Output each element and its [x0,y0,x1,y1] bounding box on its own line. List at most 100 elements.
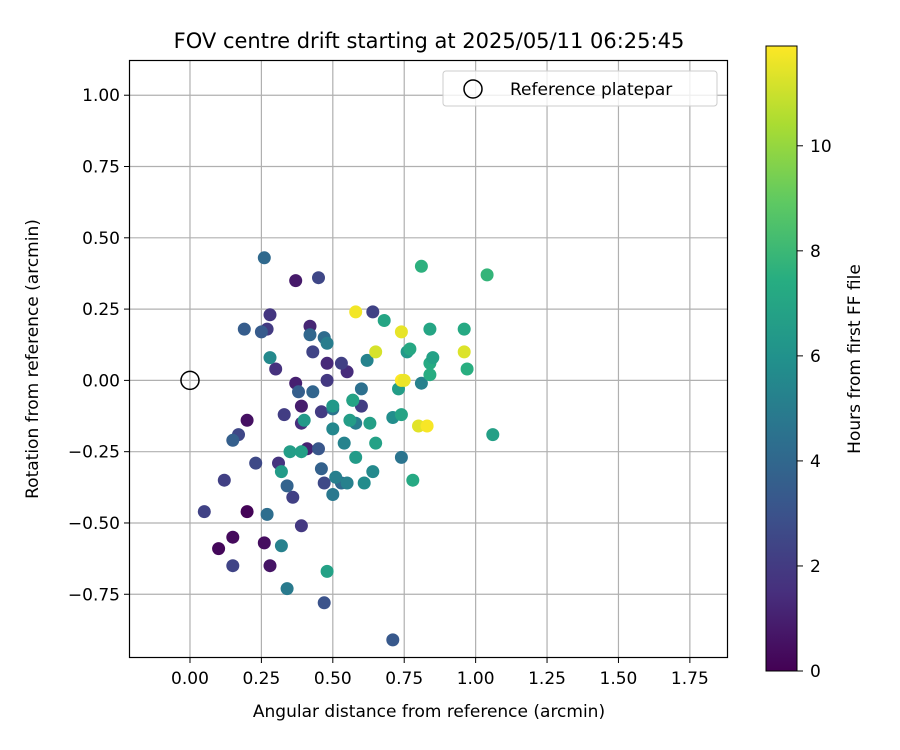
data-point [263,351,277,365]
data-point [312,271,325,285]
data-point [249,456,263,470]
y-tick-label: −0.50 [68,514,120,534]
reference-platepar-marker [180,370,200,391]
x-tick-label: 1.75 [671,669,709,689]
data-point [486,428,500,442]
grid [130,61,727,657]
data-point [357,476,371,490]
data-point [294,519,308,533]
data-point [217,473,231,487]
y-tick-label: −0.75 [68,585,120,605]
data-point [197,505,211,519]
legend: Reference platepar [442,70,718,107]
chart-title: FOV centre drift starting at 2025/05/11 … [174,29,685,53]
data-point [340,476,354,490]
data-point [366,465,380,479]
data-point [480,268,494,282]
data-point [237,322,251,336]
y-tick-label: −0.25 [68,443,120,463]
data-point [240,505,254,519]
y-tick-label: 0.25 [82,300,120,320]
data-point [337,436,351,450]
data-point [423,368,437,382]
legend-label: Reference platepar [510,80,672,100]
data-point [406,473,420,487]
data-point [280,479,294,493]
colorbar-label: Hours from first FF file [845,264,865,454]
y-tick-label: 1.00 [82,86,120,106]
x-tick-label: 1.25 [528,669,566,689]
data-point [294,445,308,459]
y-axis-label: Rotation from reference (arcmin) [23,219,43,499]
x-tick-label: 1.00 [457,669,495,689]
plot-frame [128,59,729,659]
y-tick-label: 0.50 [82,229,120,249]
colorbar-tick-label: 2 [810,557,821,577]
data-point [334,356,348,370]
data-point [369,345,383,359]
data-point [274,539,288,553]
data-point [423,322,437,336]
data-point [306,345,320,359]
data-point [326,422,340,436]
data-point [257,251,271,265]
colorbar-gradient [765,45,798,672]
data-point [320,356,334,370]
x-axis-label: Angular distance from reference (arcmin) [253,702,605,722]
data-point [297,413,311,427]
legend-marker-icon [463,79,483,99]
data-point [329,470,343,484]
data-point [394,408,408,422]
data-point [240,413,254,427]
data-point [257,536,271,550]
x-tick-label: 1.50 [600,669,638,689]
data-point [326,488,340,501]
y-tick-label: 0.00 [82,371,120,391]
data-point [292,385,305,399]
data-point [394,325,408,339]
data-point [314,462,328,476]
data-point [326,399,340,413]
data-point [397,373,411,387]
data-point [280,582,294,596]
colorbar-tick-label: 8 [810,242,821,262]
data-point [403,342,417,356]
data-point [457,345,471,359]
data-point [320,564,334,578]
data-point [414,376,428,390]
data-point [377,314,391,327]
colorbar: 0 2 4 6 8 10 Hours from first FF file [765,45,865,682]
colorbar-tick-label: 6 [810,347,821,367]
data-point [289,274,303,288]
data-point [283,445,297,459]
data-point [366,305,380,319]
data-point [312,442,325,456]
data-point [317,476,331,490]
data-point [369,436,383,450]
data-point [317,596,331,610]
data-point [263,559,277,573]
data-point [260,507,274,521]
colorbar-tick-label: 4 [810,452,821,472]
data-points [197,251,500,647]
data-point [269,362,283,376]
data-point [349,450,363,464]
data-point [306,385,320,399]
legend-box [442,70,718,107]
data-point [346,393,360,407]
data-point [320,336,334,350]
data-point [226,433,240,447]
data-point [320,373,334,387]
data-point [394,450,408,464]
data-point [354,382,368,396]
data-point [457,322,471,336]
data-point [294,399,308,413]
data-point [343,413,357,427]
colorbar-tick-label: 10 [810,137,832,157]
data-point [363,416,377,430]
data-point [263,308,277,322]
x-tick-label: 0.50 [314,669,352,689]
data-point [226,559,240,573]
x-tick-label: 0.00 [171,669,209,689]
